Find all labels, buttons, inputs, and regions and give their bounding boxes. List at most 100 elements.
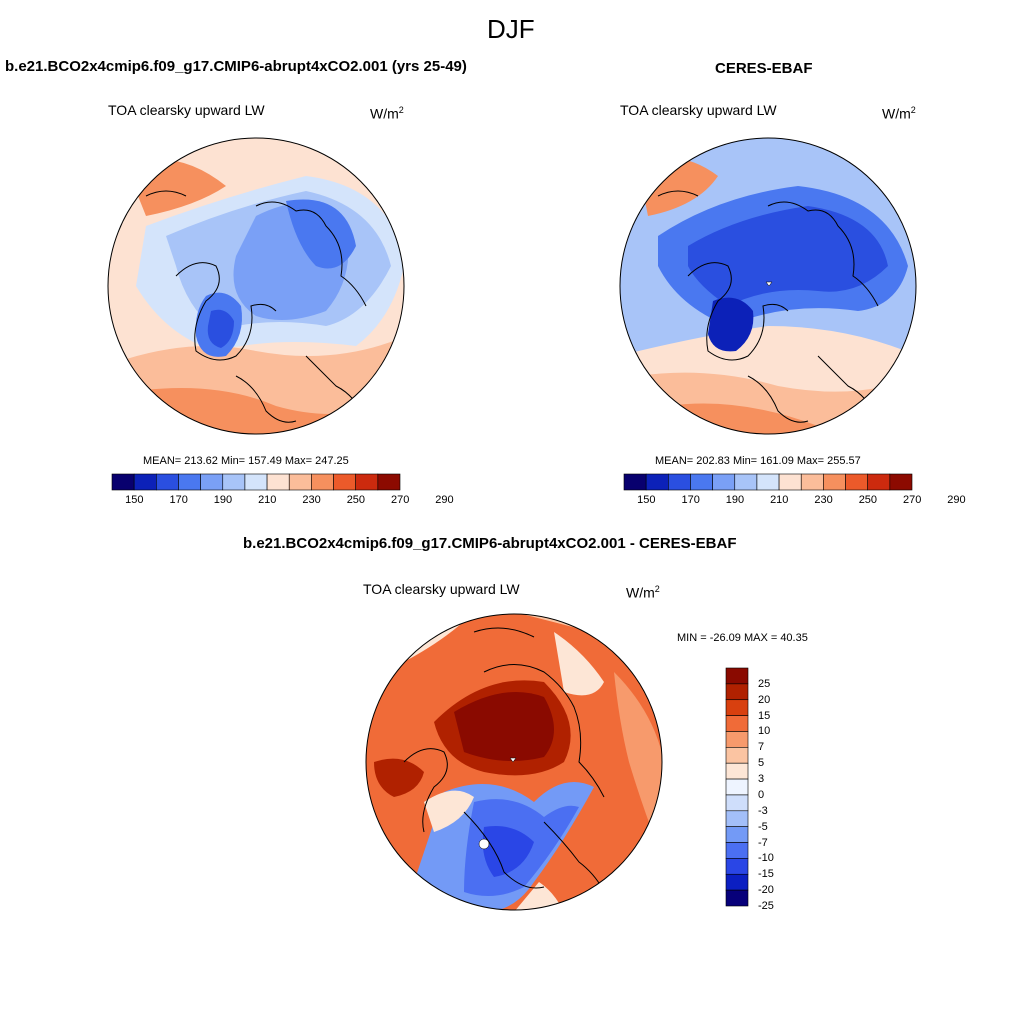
panel3-stats: MIN = -26.09 MAX = 40.35 (677, 632, 808, 644)
panel2-colorbar-tick: 290 (947, 494, 966, 506)
panel1-units-exp: 2 (398, 105, 404, 115)
panel1-colorbar-box (266, 473, 290, 491)
panel3-polar-map (365, 613, 663, 911)
panel2-colorbar (623, 473, 913, 491)
panel3-colorbar-box (725, 699, 749, 716)
panel2-variable-label: TOA clearsky upward LW (620, 102, 777, 118)
panel3-units-base: W/m (626, 584, 655, 601)
panel1-variable-label: TOA clearsky upward LW (108, 102, 265, 118)
panel2-units: W/m2 (882, 105, 916, 122)
panel1-polar-map (107, 137, 405, 435)
panel3-colorbar-tick: 0 (758, 788, 765, 801)
panel3-variable-label: TOA clearsky upward LW (363, 581, 520, 597)
panel1-colorbar-tick: 210 (258, 494, 277, 506)
panel3-colorbar-tick: 15 (758, 709, 771, 722)
panel1-colorbar-ticks: 150 170 190 210 230 250 270 290 (112, 494, 454, 508)
panel2-colorbar-tick: 210 (770, 494, 789, 506)
panel2-colorbar-box (889, 473, 913, 491)
panel1-colorbar-box (222, 473, 246, 491)
panel1-colorbar-tick: 170 (169, 494, 188, 506)
panel2-colorbar-box (645, 473, 669, 491)
panel3-colorbar-box (725, 810, 749, 827)
panel1-colorbar-box (333, 473, 356, 491)
panel3-colorbar-box (725, 747, 749, 764)
panel3-colorbar-box (725, 873, 749, 891)
panel2-colorbar-tick: 150 (637, 494, 656, 506)
panel2-colorbar-box (845, 473, 868, 491)
panel1-stats: MEAN= 213.62 Min= 157.49 Max= 247.25 (143, 455, 349, 467)
panel3-colorbar-box (725, 858, 749, 875)
panel2-colorbar-box (778, 473, 802, 491)
panel1-colorbar-box (355, 473, 379, 491)
panel3-colorbar-tick: -3 (758, 804, 768, 817)
panel2-colorbar-ticks: 150 170 190 210 230 250 270 290 (624, 494, 966, 508)
panel1-colorbar-box (311, 473, 334, 491)
panel3-case-title: b.e21.BCO2x4cmip6.f09_g17.CMIP6-abrupt4x… (243, 535, 737, 552)
panel2-colorbar-box (823, 473, 846, 491)
panel3-units: W/m2 (626, 584, 660, 601)
panel3-colorbar-tick: -25 (758, 900, 774, 912)
panel2-units-exp: 2 (910, 105, 916, 115)
panel1-colorbar-box (156, 473, 179, 491)
panel2-colorbar-box (623, 473, 647, 491)
panel1-colorbar-box (244, 473, 268, 491)
panel2-colorbar-box (867, 473, 891, 491)
panel1-colorbar-box (377, 473, 401, 491)
panel2-colorbar-box (690, 473, 713, 491)
panel3-colorbar-box (725, 778, 749, 796)
panel3-colorbar-box (725, 826, 749, 843)
panel3-colorbar-tick: -20 (758, 884, 774, 897)
panel2-colorbar-tick: 230 (814, 494, 833, 506)
panel3-colorbar-tick: 5 (758, 757, 765, 770)
panel1-case-title: b.e21.BCO2x4cmip6.f09_g17.CMIP6-abrupt4x… (5, 58, 467, 75)
panel1-units: W/m2 (370, 105, 404, 122)
panel2-colorbar-tick: 270 (903, 494, 922, 506)
panel2-colorbar-box (756, 473, 780, 491)
figure-title: DJF (487, 14, 535, 44)
panel2-colorbar-box (668, 473, 691, 491)
panel2-case-title: CERES-EBAF (715, 60, 813, 77)
panel2-colorbar-tick: 190 (725, 494, 745, 506)
panel3-colorbar-box (725, 667, 749, 685)
panel3-colorbar-tick: -15 (758, 868, 774, 881)
panel1-colorbar-tick: 290 (435, 494, 454, 506)
panel3-colorbar-box (725, 842, 749, 859)
panel3-colorbar-box (725, 731, 749, 748)
panel3-colorbar-tick: 3 (758, 773, 765, 786)
panel1-colorbar-box (288, 473, 312, 491)
panel2-colorbar-box (734, 473, 758, 491)
panel3-colorbar-box (725, 683, 749, 701)
panel3-colorbar-tick: 20 (758, 693, 771, 706)
panel1-colorbar-tick: 230 (302, 494, 321, 506)
panel3-colorbar (725, 667, 749, 907)
panel2-units-base: W/m (882, 105, 911, 122)
panel2-colorbar-tick: 250 (858, 494, 878, 506)
panel2-colorbar-box (712, 473, 736, 491)
panel1-colorbar-tick: 250 (346, 494, 366, 506)
panel3-colorbar-box (725, 794, 749, 812)
panel3-colorbar-box (725, 715, 749, 732)
panel3-colorbar-tick: -5 (758, 820, 768, 833)
panel1-colorbar-tick: 270 (391, 494, 410, 506)
panel3-colorbar-tick: 10 (758, 725, 771, 738)
panel2-stats: MEAN= 202.83 Min= 161.09 Max= 255.57 (655, 455, 861, 467)
panel2-colorbar-box (800, 473, 824, 491)
panel1-units-base: W/m (370, 105, 399, 122)
panel3-colorbar-tick: 7 (758, 741, 765, 754)
panel2-polar-map (619, 137, 917, 435)
panel3-colorbar-tick: 25 (758, 677, 771, 690)
panel3-units-exp: 2 (654, 584, 660, 594)
panel3-colorbar-tick: -10 (758, 852, 774, 865)
panel1-colorbar-box (178, 473, 201, 491)
panel3-colorbar-box (725, 762, 749, 780)
panel3-colorbar-tick: -7 (758, 836, 768, 849)
panel2-colorbar-tick: 170 (681, 494, 700, 506)
panel3-colorbar-ticks: 25 20 15 10 7 5 3 0 -3 -5 -7 -10 -15 -20 -25 (756, 668, 796, 912)
panel1-colorbar-tick: 150 (125, 494, 144, 506)
panel1-colorbar (111, 473, 401, 491)
panel3-colorbar-box (725, 889, 749, 907)
panel1-colorbar-box (200, 473, 224, 491)
panel1-colorbar-box (111, 473, 135, 491)
panel1-colorbar-box (133, 473, 157, 491)
panel1-colorbar-tick: 190 (213, 494, 233, 506)
